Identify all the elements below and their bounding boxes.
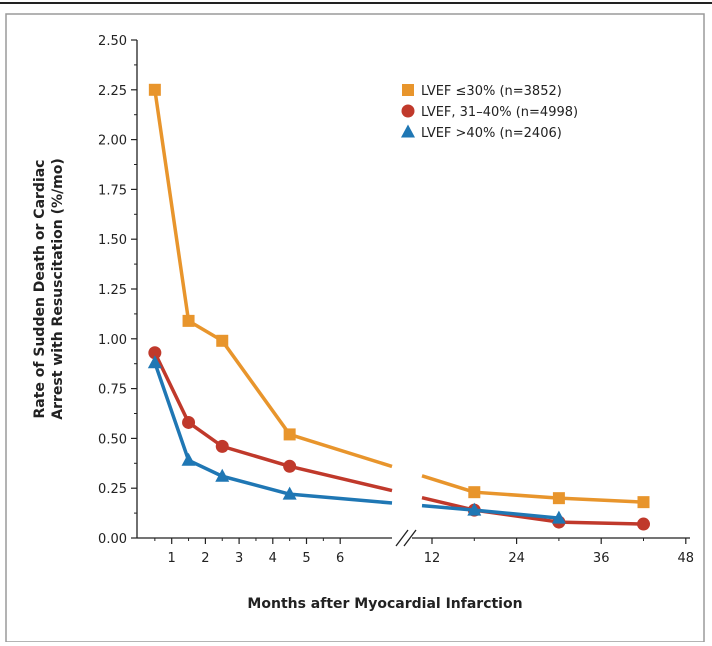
series-line-segment: [153, 350, 191, 425]
series-line-segment: [186, 458, 224, 478]
series-circle: [148, 346, 650, 531]
y-tick-label: 2.50: [98, 34, 127, 49]
series-line-segment: [220, 339, 292, 437]
x-tick-label: 48: [678, 551, 695, 566]
data-point-triangle: [282, 486, 297, 500]
series-line-segment: [421, 474, 475, 494]
series-line-segment: [153, 360, 191, 463]
data-point-square: [468, 486, 481, 499]
data-point-square: [637, 496, 650, 509]
y-tick-label: 1.00: [98, 333, 127, 348]
axes: [136, 40, 690, 547]
data-point-triangle: [181, 452, 196, 466]
y-axis-label-line-2: Arrest with Resuscitation (%/mo): [50, 158, 66, 420]
legend: LVEF ≤30% (n=3852) LVEF, 31–40% (n=4998) L…: [401, 84, 578, 141]
series-line-segment: [289, 432, 393, 469]
x-tick-label: 2: [201, 551, 209, 566]
x-tick-label: 24: [508, 551, 525, 566]
series-triangle: [147, 355, 566, 524]
data-point-triangle: [551, 510, 566, 524]
x-tick-label: 36: [593, 551, 610, 566]
data-point-circle: [283, 459, 297, 473]
legend-label: LVEF ≤30% (n=3852): [421, 84, 562, 99]
series-line-segment: [472, 508, 561, 520]
legend-marker-square: [402, 84, 414, 96]
data-point-triangle: [147, 355, 162, 369]
series-line-segment: [289, 492, 393, 505]
data-point-circle: [215, 439, 229, 453]
y-axis-ticks: 0.00 0.25 0.50 0.75 1.00 1.25 1.50 1.75 2.00 2.25…: [98, 34, 137, 547]
axis-break-mark: [395, 529, 409, 547]
series-line-segment: [186, 420, 224, 449]
x-tick-label: 3: [235, 551, 243, 566]
legend-label: LVEF, 31–40% (n=4998): [421, 105, 578, 120]
legend-marker-triangle: [401, 124, 415, 138]
y-tick-label: 0.50: [98, 432, 127, 447]
chart-panel: [5, 13, 705, 643]
series-square: [148, 83, 650, 509]
data-point-square: [552, 492, 565, 505]
axis-break-mark: [403, 529, 417, 547]
series-line-segment: [557, 520, 646, 526]
data-point-square: [182, 314, 195, 327]
x-tick-label: 6: [336, 551, 344, 566]
data-point-triangle: [215, 468, 230, 482]
series-line-segment: [289, 464, 393, 493]
data-point-circle: [182, 415, 196, 429]
series-line-segment: [153, 88, 191, 323]
series-layer: [147, 83, 650, 531]
y-tick-label: 1.50: [98, 233, 127, 248]
y-tick-label: 0.00: [98, 532, 127, 547]
y-tick-label: 1.25: [98, 283, 127, 298]
y-tick-label: 2.25: [98, 84, 127, 99]
data-point-circle: [148, 346, 162, 360]
y-axis-label-line-1: Rate of Sudden Death or Cardiac: [32, 160, 48, 419]
legend-marker-circle: [401, 104, 415, 118]
y-tick-label: 0.25: [98, 482, 127, 497]
data-point-square: [148, 83, 161, 96]
x-tick-label: 5: [302, 551, 310, 566]
series-line-segment: [421, 503, 475, 512]
series-line-segment: [472, 490, 561, 500]
series-line-segment: [557, 496, 646, 504]
y-tick-label: 1.75: [98, 183, 127, 198]
x-tick-label: 4: [269, 551, 277, 566]
x-tick-label: 1: [168, 551, 176, 566]
data-point-square: [283, 428, 296, 441]
data-point-circle: [637, 517, 650, 531]
x-tick-label: 12: [424, 551, 441, 566]
x-axis-label: Months after Myocardial Infarction: [247, 596, 522, 612]
series-line-segment: [220, 474, 292, 496]
data-point-square: [216, 334, 229, 347]
y-tick-label: 0.75: [98, 383, 127, 398]
legend-label: LVEF >40% (n=2406): [421, 126, 562, 141]
x-axis-ticks: 1 2 3 4 5 6 12 24 36 48: [154, 538, 695, 566]
data-point-triangle: [467, 502, 482, 516]
y-tick-label: 2.00: [98, 134, 127, 149]
series-line-segment: [220, 444, 292, 469]
